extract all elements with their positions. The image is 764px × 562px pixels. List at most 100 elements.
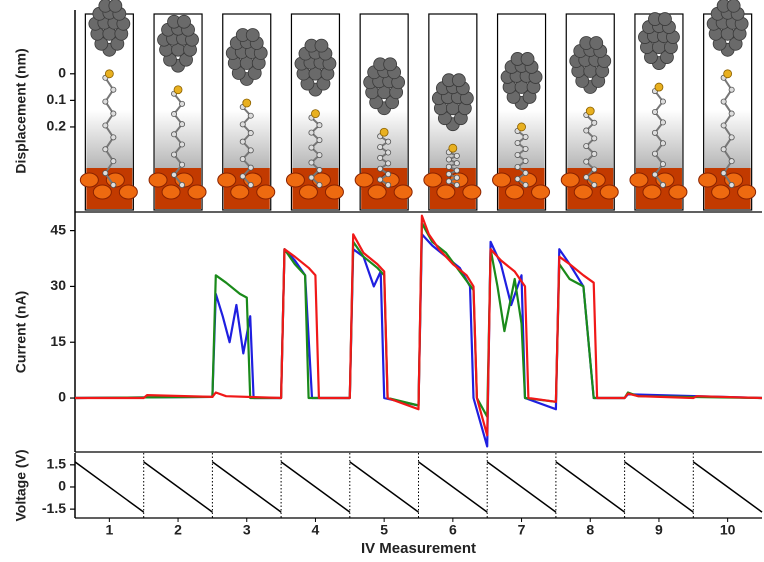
molecule-frame [698, 0, 757, 211]
surface-atom [256, 184, 276, 200]
tip [706, 0, 749, 188]
chain-atom [514, 163, 521, 170]
chain-atom [102, 98, 109, 105]
chain-atom [179, 161, 186, 168]
surface-atom [230, 184, 250, 200]
molecule-frame [560, 13, 619, 211]
sulfur [448, 143, 458, 153]
chain [584, 114, 596, 186]
chain [722, 77, 733, 186]
tip-atom [108, 0, 123, 13]
chain-atom [102, 122, 109, 129]
surface-atom [354, 172, 374, 188]
chain-atom [316, 137, 323, 144]
surface-atom [285, 172, 305, 188]
chain-atom [247, 164, 254, 171]
chain-atom [514, 151, 521, 158]
y-tick-label: 1.5 [47, 456, 67, 472]
sulfur [654, 82, 664, 92]
molecule-frame [217, 13, 276, 211]
y-tick-label: 15 [50, 333, 66, 349]
x-tick-label: 3 [243, 522, 251, 538]
chain-atom [522, 145, 529, 152]
surface-atom [92, 184, 112, 200]
molecule-frame [629, 12, 688, 211]
tip-atom [177, 14, 191, 29]
chain-atom [453, 174, 460, 181]
chain-atom [728, 134, 735, 141]
chain-atom [171, 111, 178, 118]
chain-atom [514, 175, 521, 182]
sulfur [723, 69, 733, 79]
surface-atom [79, 172, 99, 188]
chain-atom [728, 110, 735, 117]
surface-atom [298, 184, 318, 200]
surface-atom [423, 172, 443, 188]
sulfur [517, 122, 526, 132]
surface-atom [118, 184, 138, 200]
chain [653, 90, 665, 186]
chain-atom [110, 110, 117, 117]
surface-atom [187, 184, 207, 200]
tip-atom [383, 57, 398, 72]
chain-atom [179, 121, 186, 128]
chain-atom [377, 154, 384, 161]
surface-atom [642, 184, 662, 200]
tip-atom [589, 36, 604, 50]
chain-atom [583, 143, 590, 150]
x-tick-label: 2 [174, 522, 182, 538]
chain-atom [591, 181, 598, 188]
surface-atom [436, 184, 456, 200]
y-tick-label: 0 [58, 64, 66, 80]
tip [500, 52, 543, 188]
sulfur [311, 109, 320, 119]
surface-atom [698, 172, 718, 188]
chain [446, 151, 460, 186]
chain-atom [453, 152, 460, 159]
chain-atom [377, 144, 384, 151]
chain [309, 116, 321, 186]
data-line [75, 214, 763, 437]
chain-atom [514, 139, 521, 146]
chain-atom [385, 171, 392, 178]
chain-atom [728, 86, 735, 93]
molecule-frame [79, 0, 138, 211]
x-tick-label: 6 [449, 522, 457, 538]
chain-atom [377, 176, 384, 183]
surface-atom [599, 184, 619, 200]
chain-atom [659, 181, 666, 188]
chain-atom [308, 144, 315, 151]
y-tick-label: -1.5 [42, 500, 66, 516]
chain-atom [179, 141, 186, 148]
molecule-frame [492, 13, 551, 211]
surface-atom [737, 184, 757, 200]
tip-atom [314, 38, 329, 53]
chain-atom [239, 121, 246, 128]
tip [88, 0, 131, 188]
chain-atom [591, 166, 598, 173]
chain-atom [385, 160, 392, 167]
chain-atom [377, 165, 384, 172]
chain-atom [316, 167, 323, 174]
chain-atom [522, 169, 529, 176]
chain-atom [179, 100, 186, 107]
surface-atom [629, 172, 649, 188]
chain-atom [651, 171, 658, 178]
chain-atom [445, 163, 452, 170]
surface-atom [560, 172, 580, 188]
chain-atom [659, 161, 666, 168]
tip [569, 36, 612, 188]
surface-atom [324, 184, 344, 200]
tip [363, 57, 406, 188]
y-axis-title: Current (nA) [13, 291, 29, 373]
chain-atom [453, 167, 460, 174]
x-tick-label: 1 [105, 522, 113, 538]
chain-atom [308, 174, 315, 181]
chain-atom [110, 134, 117, 141]
y-tick-label: 45 [50, 221, 66, 237]
tip [225, 28, 268, 188]
chain-atom [102, 170, 109, 177]
chain [241, 106, 253, 186]
chain-atom [445, 178, 452, 185]
